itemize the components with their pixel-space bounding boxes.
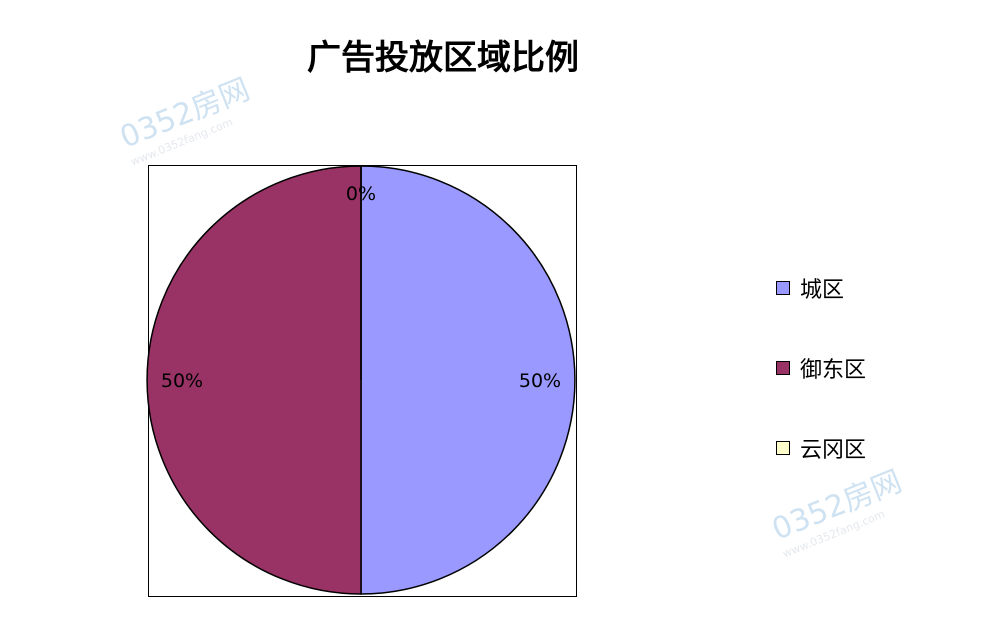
data-label: 0% [346, 183, 376, 205]
legend-item: 御东区 [776, 352, 866, 384]
legend-label: 御东区 [800, 358, 867, 383]
legend-swatch [776, 281, 790, 295]
pie-slice-1 [360, 165, 576, 595]
legend-item: 城区 [776, 272, 844, 304]
data-label: 50% [519, 370, 561, 392]
data-label: 50% [161, 370, 203, 392]
legend-label: 城区 [800, 278, 845, 303]
pie-slice-2 [146, 165, 362, 595]
legend-swatch [776, 441, 790, 455]
legend-item: 云冈区 [776, 432, 866, 464]
chart-title: 广告投放区域比例 [307, 38, 579, 78]
legend-swatch [776, 361, 790, 375]
legend-label: 云冈区 [800, 438, 867, 463]
